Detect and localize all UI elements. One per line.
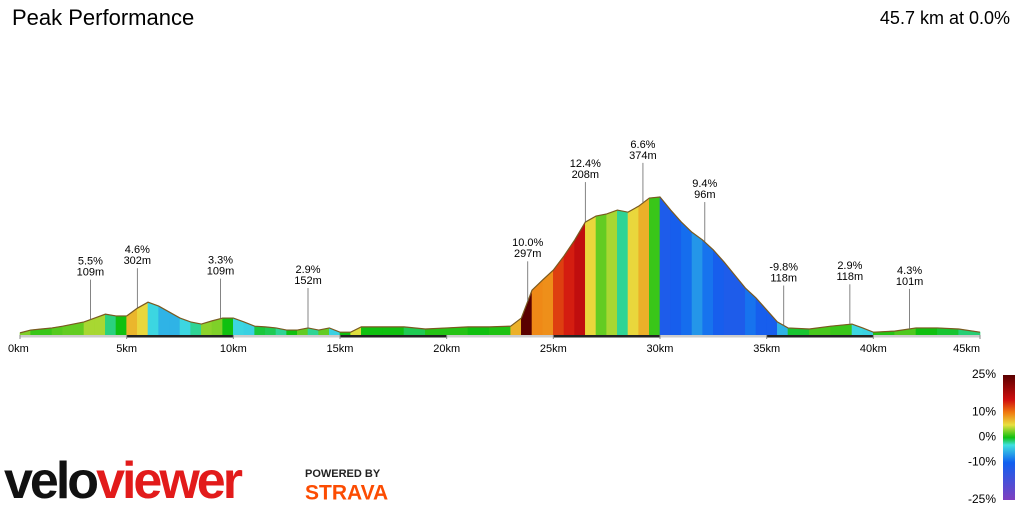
profile-segment xyxy=(702,239,714,336)
legend-tick-label: 10% xyxy=(972,405,996,419)
profile-segment xyxy=(510,317,522,336)
profile-segment xyxy=(691,231,703,336)
axis-band xyxy=(660,335,767,338)
annotation-grade: 5.5% xyxy=(78,256,103,268)
annotation-grade: 10.0% xyxy=(512,237,543,249)
axis-band xyxy=(873,335,980,338)
axis-band xyxy=(126,335,234,338)
profile-segment xyxy=(915,327,938,336)
profile-segment xyxy=(361,326,383,336)
profile-segment xyxy=(681,221,693,336)
x-tick-label: 15km xyxy=(327,343,354,355)
profile-segment xyxy=(627,205,639,336)
annotation-length: 96m xyxy=(694,189,715,201)
legend-tick-label: -25% xyxy=(968,492,996,506)
strava: STRAVA xyxy=(305,482,388,505)
profile-segment xyxy=(574,220,586,336)
annotation-grade: 6.6% xyxy=(630,139,655,151)
legend-tick-label: -10% xyxy=(968,455,996,469)
axis-band xyxy=(446,335,554,338)
profile-segment xyxy=(489,325,511,336)
profile-segment xyxy=(766,309,778,336)
summary: 45.7 km at 0.0% xyxy=(880,8,1010,28)
profile-segment xyxy=(745,287,757,336)
annotation-grade: 4.3% xyxy=(897,265,922,277)
x-tick-label: 20km xyxy=(433,343,460,355)
profile-segment xyxy=(115,315,127,336)
annotation-grade: 4.6% xyxy=(125,244,150,256)
logo: veloviewer POWERED BY STRAVA xyxy=(4,452,388,510)
annotation-length: 152m xyxy=(294,275,322,287)
annotation-length: 109m xyxy=(77,267,105,279)
profile-segment xyxy=(670,209,682,336)
annotation-length: 297m xyxy=(514,248,542,260)
profile-segment xyxy=(617,209,629,336)
annotation-grade: -9.8% xyxy=(769,261,798,273)
profile-outline xyxy=(19,196,981,334)
profile-segment xyxy=(638,197,650,336)
x-tick-label: 40km xyxy=(860,343,887,355)
annotation-length: 302m xyxy=(124,255,152,267)
profile-segment xyxy=(649,196,661,336)
annotation-grade: 2.9% xyxy=(837,260,862,272)
profile-segment xyxy=(585,215,597,336)
profile-segment xyxy=(382,326,405,336)
axis-band xyxy=(766,335,874,338)
profile-segment xyxy=(777,321,789,336)
profile-segment xyxy=(105,313,117,336)
annotation-grade: 3.3% xyxy=(208,255,233,267)
logo-text: veloviewer xyxy=(4,452,243,510)
axis-band xyxy=(553,335,660,338)
annotation-length: 118m xyxy=(770,272,797,284)
profile-segment xyxy=(659,196,671,336)
x-tick-label: 30km xyxy=(647,343,674,355)
color-legend xyxy=(1003,375,1015,500)
profile-segment xyxy=(734,274,746,336)
annotation-length: 109m xyxy=(207,266,235,278)
x-tick-label: 10km xyxy=(220,343,247,355)
x-tick-label: 5km xyxy=(116,343,137,355)
profile-segment xyxy=(713,249,725,336)
annotation-length: 208m xyxy=(572,169,600,181)
x-tick-label: 0km xyxy=(8,343,29,355)
annotation-length: 374m xyxy=(629,150,657,162)
axis-band xyxy=(340,335,447,338)
x-tick-label: 45km xyxy=(953,343,980,355)
profile-segment xyxy=(595,213,607,336)
chart-title: Peak Performance xyxy=(12,5,194,30)
powered-by: POWERED BY xyxy=(305,468,381,480)
axis-band xyxy=(233,335,340,338)
axis-band xyxy=(20,335,127,338)
legend-tick-label: 0% xyxy=(979,430,997,444)
annotation-grade: 9.4% xyxy=(692,178,717,190)
x-tick-label: 35km xyxy=(753,343,780,355)
annotation-length: 101m xyxy=(896,276,924,288)
annotation-grade: 2.9% xyxy=(295,264,320,276)
profile-segment xyxy=(606,209,618,336)
profile-segment xyxy=(222,317,234,336)
legend-tick-label: 25% xyxy=(972,367,996,381)
x-tick-label: 25km xyxy=(540,343,567,355)
annotation-grade: 12.4% xyxy=(570,158,601,170)
profile-segment xyxy=(542,269,554,336)
profile-segment xyxy=(158,305,170,336)
profile-segment xyxy=(254,325,266,336)
profile-segment xyxy=(286,329,298,336)
profile-segment xyxy=(467,326,490,336)
profile-segment xyxy=(147,301,159,336)
annotation-length: 118m xyxy=(837,271,864,283)
